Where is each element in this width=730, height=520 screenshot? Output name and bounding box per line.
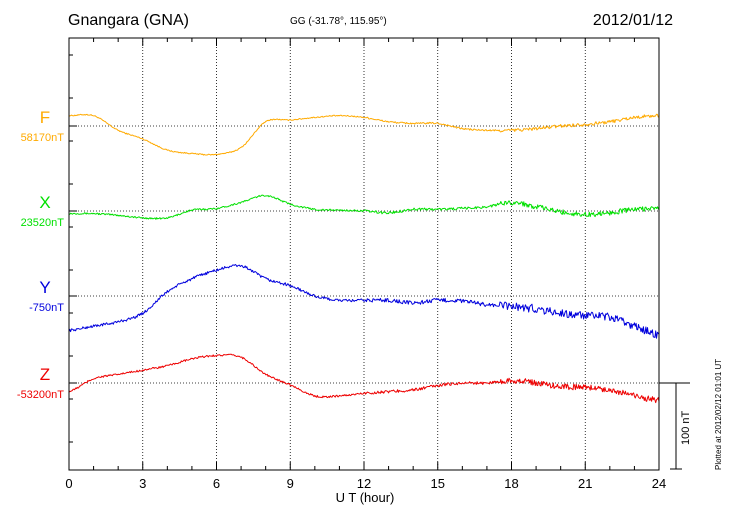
x-tick-label: 3 [139,476,146,491]
x-tick-label: 9 [287,476,294,491]
component-baseline-value: -750nT [29,302,64,314]
component-baseline-value: -53200nT [16,389,64,401]
component-letter: Y [39,278,51,297]
x-tick-label: 12 [357,476,371,491]
component-letter: F [39,108,51,127]
station-coords: GG (-31.78°, 115.95°) [290,16,387,27]
component-baseline-value: 58170nT [20,132,64,144]
station-name: Gnangara (GNA) [68,12,189,29]
component-letter: X [39,193,51,212]
scale-bar-label: 100 nT [680,410,692,445]
component-baseline-value: 23520nT [20,217,64,229]
x-tick-label: 18 [504,476,518,491]
x-tick-label: 0 [65,476,72,491]
x-tick-label: 6 [213,476,220,491]
plotted-timestamp: Plotted at 2012/02/12 01:01 UT [714,358,723,470]
series-line-x [68,194,660,220]
x-axis-label: U T (hour) [335,490,395,505]
x-tick-label: 15 [431,476,445,491]
component-letter: Z [39,365,51,384]
x-tick-label: 21 [578,476,592,491]
plot-date: 2012/01/12 [592,12,673,29]
x-tick-label: 24 [652,476,666,491]
series-line-y [68,264,660,339]
series-line-f [68,113,659,156]
series-line-z [68,353,660,404]
